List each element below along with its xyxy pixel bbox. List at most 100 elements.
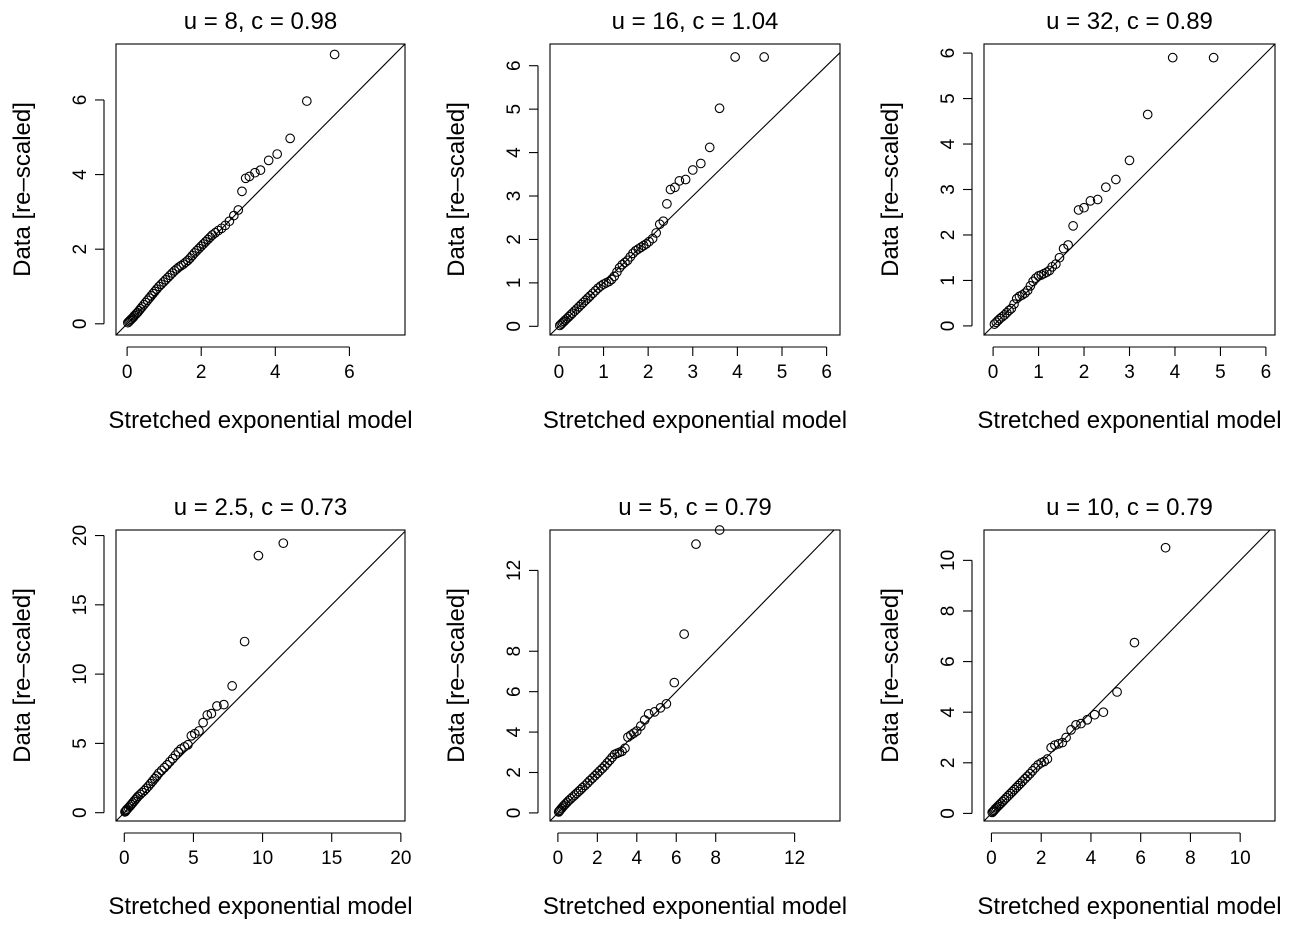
y-tick-label: 6 (504, 686, 525, 697)
panel-5: u = 5, c = 0.79 0 2 4 6 8 12 0 2 4 6 8 12 Stretched e… (443, 494, 847, 920)
x-tick-label: 0 (553, 848, 564, 869)
data-point (597, 763, 608, 774)
data-point (620, 257, 630, 268)
data-point (562, 313, 572, 324)
data-point (582, 778, 593, 788)
data-point (590, 285, 601, 296)
x-tick-label: 2 (1079, 362, 1090, 383)
x-tick-label: 5 (777, 362, 788, 383)
data-point (560, 799, 571, 809)
data-point (1208, 52, 1219, 63)
data-point (1112, 687, 1122, 697)
y-tick-label: 2 (504, 767, 525, 778)
panel-2: u = 16, c = 1.04 0 1 2 3 4 5 6 0 1 2 3 4 5 6 Stretched … (443, 8, 847, 434)
data-point (996, 798, 1006, 809)
x-tick-label: 0 (119, 848, 130, 869)
data-point (173, 746, 184, 757)
data-point (670, 182, 680, 193)
data-point (250, 167, 260, 178)
data-point (1160, 542, 1171, 553)
x-tick-label: 4 (1086, 848, 1097, 869)
data-point (994, 799, 1005, 810)
data-point (1089, 709, 1100, 720)
data-point (1082, 714, 1093, 725)
data-point (237, 186, 247, 197)
x-tick-label: 3 (687, 362, 698, 383)
y-tick-label: 10 (70, 664, 91, 685)
x-axis-label: Stretched exponential model (977, 893, 1281, 920)
data-point (1073, 205, 1084, 215)
data-point (679, 629, 689, 639)
data-point (604, 276, 614, 287)
data-point (329, 49, 340, 60)
y-tick-label: 5 (504, 104, 525, 115)
data-point (156, 765, 167, 776)
x-tick-label: 4 (632, 848, 643, 869)
data-point (661, 698, 672, 709)
data-point (644, 236, 654, 247)
x-tick-label: 10 (1230, 848, 1251, 869)
y-tick-label: 2 (938, 758, 959, 769)
panel-title: u = 5, c = 0.79 (618, 494, 771, 521)
data-point (210, 227, 221, 238)
data-point (602, 758, 613, 768)
data-point (633, 244, 644, 254)
y-tick-label: 0 (504, 321, 525, 332)
data-point (991, 317, 1002, 328)
data-point (1111, 174, 1121, 185)
data-point (1020, 773, 1030, 784)
data-point (1142, 109, 1153, 120)
data-point (628, 728, 639, 738)
data-point (695, 158, 706, 169)
x-tick-label: 12 (784, 848, 805, 869)
x-tick-label: 2 (196, 362, 207, 383)
data-point (278, 538, 289, 549)
data-point (1079, 202, 1089, 213)
data-point (585, 291, 596, 301)
plot-frame (549, 43, 841, 336)
plot-frame (983, 43, 1276, 336)
x-tick-label: 5 (188, 848, 199, 869)
y-tick-label: 3 (504, 191, 525, 202)
y-axis-label: Data [re–scaled] (877, 588, 904, 763)
data-point (1061, 732, 1071, 743)
y-tick-label: 4 (938, 706, 959, 717)
panel-title: u = 2.5, c = 0.73 (174, 494, 347, 521)
data-point (1063, 240, 1073, 250)
data-point (272, 149, 283, 159)
x-tick-label: 20 (390, 848, 411, 869)
data-point (1039, 756, 1050, 767)
x-tick-label: 4 (732, 362, 743, 383)
data-point (625, 251, 636, 262)
panel-title: u = 8, c = 0.98 (184, 8, 337, 35)
data-point (563, 311, 574, 322)
plot-frame (983, 529, 1276, 822)
data-point (714, 525, 725, 535)
data-point (704, 142, 715, 153)
x-tick-label: 0 (122, 362, 133, 383)
plot-frame (549, 529, 841, 822)
data-point (202, 710, 213, 720)
data-point (194, 726, 204, 736)
y-tick-label: 4 (70, 169, 91, 180)
x-axis-label: Stretched exponential model (543, 407, 847, 434)
panel-title: u = 10, c = 0.79 (1046, 494, 1213, 521)
data-point (590, 770, 600, 781)
data-point (636, 242, 646, 253)
panel-1: u = 8, c = 0.98 0 2 4 6 0 2 4 6 Stretched exponen… (9, 8, 413, 434)
data-point (669, 677, 680, 688)
y-axis-label: Data [re–scaled] (443, 588, 470, 763)
y-axis-label: Data [re–scaled] (9, 588, 36, 763)
x-tick-label: 1 (1033, 362, 1044, 383)
x-tick-label: 6 (821, 362, 832, 383)
panel-6: u = 10, c = 0.79 0 2 4 6 8 10 0 2 4 6 8 10 Stretched … (877, 494, 1282, 920)
data-point (301, 96, 312, 106)
data-point (263, 155, 274, 166)
y-axis-label: Data [re–scaled] (9, 102, 36, 277)
y-tick-label: 1 (504, 278, 525, 289)
y-tick-label: 5 (70, 738, 91, 749)
data-point (131, 793, 142, 803)
data-point (654, 219, 665, 230)
data-point (592, 768, 603, 779)
